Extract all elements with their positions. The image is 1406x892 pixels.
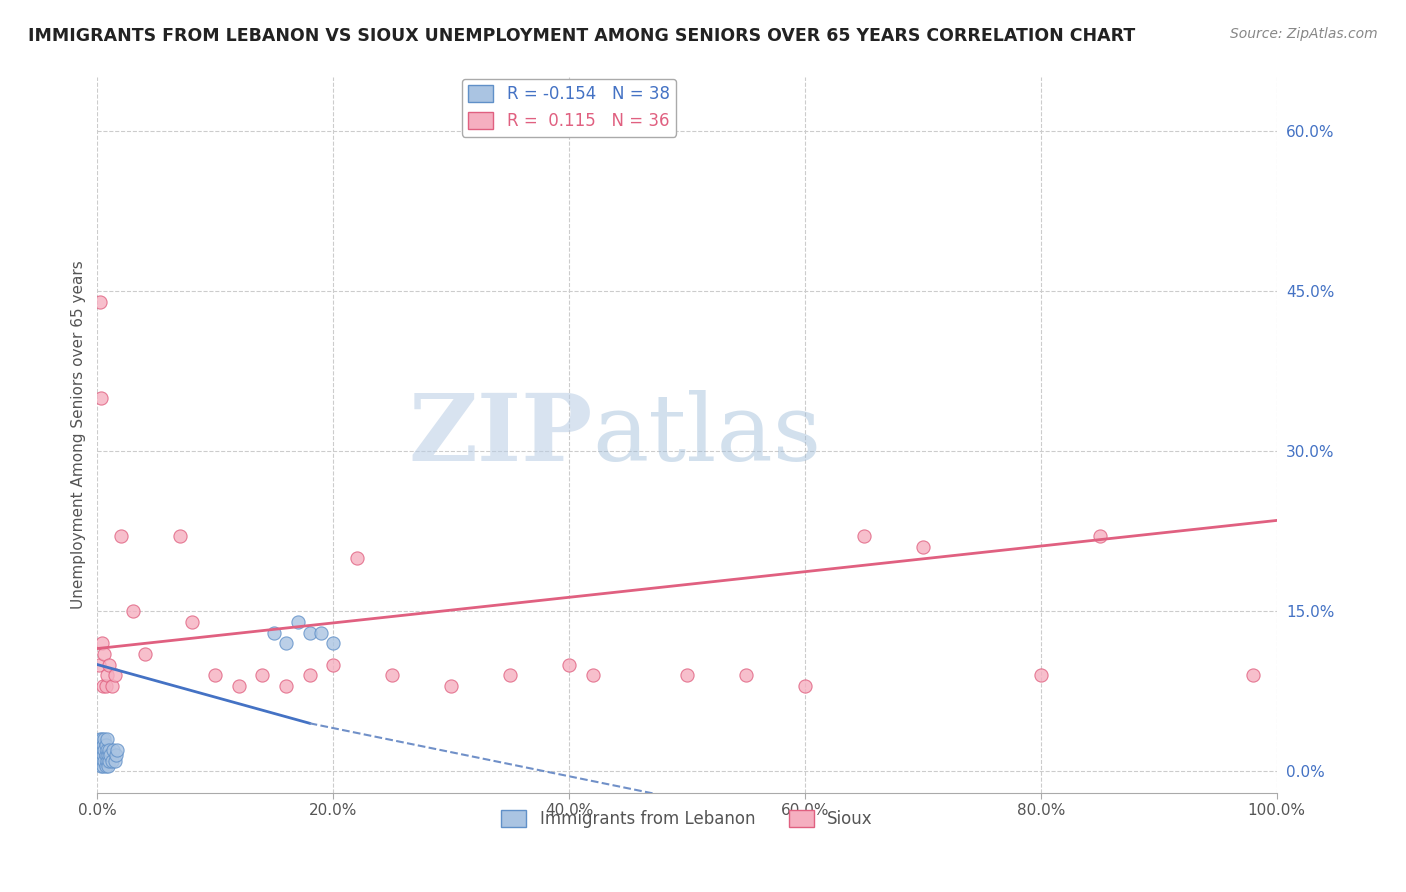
Point [94, 748, 117, 763]
Point [735, 668, 758, 682]
Point [263, 625, 285, 640]
Point [322, 657, 344, 672]
Point [311, 625, 333, 640]
Point [87, 657, 110, 672]
Point [581, 668, 603, 682]
Point [1241, 668, 1264, 682]
Point [274, 636, 297, 650]
Point [322, 636, 344, 650]
Text: ZIP: ZIP [408, 390, 592, 480]
Point [228, 679, 250, 693]
Point [91, 679, 114, 693]
Point [204, 668, 226, 682]
Point [287, 615, 309, 629]
Point [93, 743, 115, 757]
Point [94, 738, 117, 752]
Point [91, 738, 114, 752]
Point [93, 754, 115, 768]
Point [98, 657, 121, 672]
Point [346, 550, 368, 565]
Point [100, 754, 122, 768]
Point [104, 754, 127, 768]
Point [98, 754, 121, 768]
Point [852, 529, 875, 543]
Point [252, 668, 274, 682]
Point [121, 604, 143, 618]
Point [93, 647, 115, 661]
Text: Source: ZipAtlas.com: Source: ZipAtlas.com [1230, 27, 1378, 41]
Point [1088, 529, 1111, 543]
Point [87, 754, 110, 768]
Point [97, 759, 120, 773]
Point [91, 759, 114, 773]
Point [93, 732, 115, 747]
Point [298, 625, 321, 640]
Point [96, 668, 118, 682]
Point [440, 679, 463, 693]
Point [91, 748, 114, 763]
Point [105, 743, 128, 757]
Point [911, 540, 934, 554]
Point [89, 732, 111, 747]
Point [676, 668, 699, 682]
Point [96, 743, 118, 757]
Legend: Immigrants from Lebanon, Sioux: Immigrants from Lebanon, Sioux [495, 803, 879, 834]
Point [91, 636, 114, 650]
Point [793, 679, 815, 693]
Point [110, 529, 132, 543]
Point [1029, 668, 1052, 682]
Point [94, 679, 117, 693]
Point [90, 391, 112, 405]
Text: atlas: atlas [592, 390, 823, 480]
Point [274, 679, 297, 693]
Point [90, 738, 112, 752]
Point [91, 732, 114, 747]
Point [169, 529, 191, 543]
Point [89, 294, 111, 309]
Point [180, 615, 202, 629]
Point [499, 668, 522, 682]
Point [381, 668, 404, 682]
Point [98, 748, 121, 763]
Point [97, 748, 120, 763]
Text: IMMIGRANTS FROM LEBANON VS SIOUX UNEMPLOYMENT AMONG SENIORS OVER 65 YEARS CORREL: IMMIGRANTS FROM LEBANON VS SIOUX UNEMPLO… [28, 27, 1136, 45]
Point [94, 759, 117, 773]
Point [134, 647, 156, 661]
Y-axis label: Unemployment Among Seniors over 65 years: Unemployment Among Seniors over 65 years [72, 260, 86, 609]
Point [91, 754, 114, 768]
Point [90, 748, 112, 763]
Point [558, 657, 581, 672]
Point [101, 743, 124, 757]
Point [105, 748, 128, 763]
Point [91, 743, 114, 757]
Point [90, 759, 112, 773]
Point [100, 679, 122, 693]
Point [96, 732, 118, 747]
Point [298, 668, 321, 682]
Point [89, 754, 111, 768]
Point [98, 743, 121, 757]
Point [87, 743, 110, 757]
Point [96, 754, 118, 768]
Point [104, 668, 127, 682]
